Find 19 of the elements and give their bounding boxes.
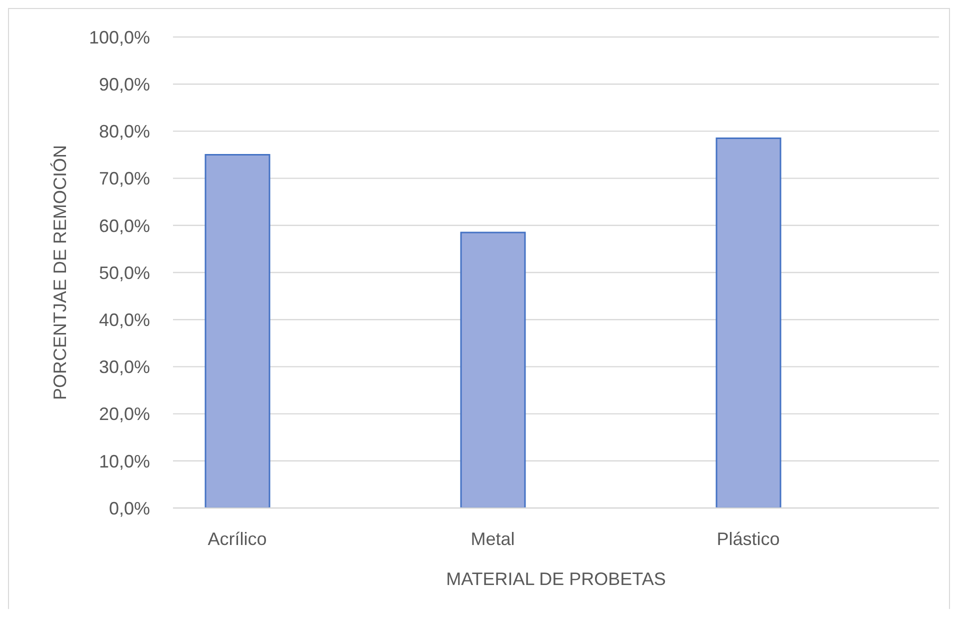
bar bbox=[204, 154, 270, 508]
y-tick-label: 70,0% bbox=[98, 168, 150, 189]
x-tick-label: Plástico bbox=[716, 528, 780, 549]
y-tick-label: 0,0% bbox=[108, 498, 150, 518]
y-tick-label: 80,0% bbox=[98, 122, 150, 142]
y-tick-label: 30,0% bbox=[98, 357, 150, 378]
bar bbox=[460, 232, 526, 508]
x-tick-label: Metal bbox=[470, 528, 515, 549]
y-tick-label: 60,0% bbox=[98, 216, 150, 236]
y-tick-label: 20,0% bbox=[98, 404, 150, 424]
y-tick-label: 50,0% bbox=[98, 262, 150, 283]
x-tick-label: Acrílico bbox=[208, 528, 267, 549]
bar bbox=[716, 138, 782, 508]
y-tick-label: 40,0% bbox=[98, 310, 150, 330]
x-axis-title: MATERIAL DE PROBETAS bbox=[446, 569, 666, 589]
y-tick-label: 10,0% bbox=[98, 451, 150, 472]
y-tick-label: 100,0% bbox=[88, 27, 150, 48]
y-tick-label: 90,0% bbox=[98, 74, 150, 94]
y-axis-title: PORCENTJAE DE REMOCIÓN bbox=[50, 144, 70, 400]
